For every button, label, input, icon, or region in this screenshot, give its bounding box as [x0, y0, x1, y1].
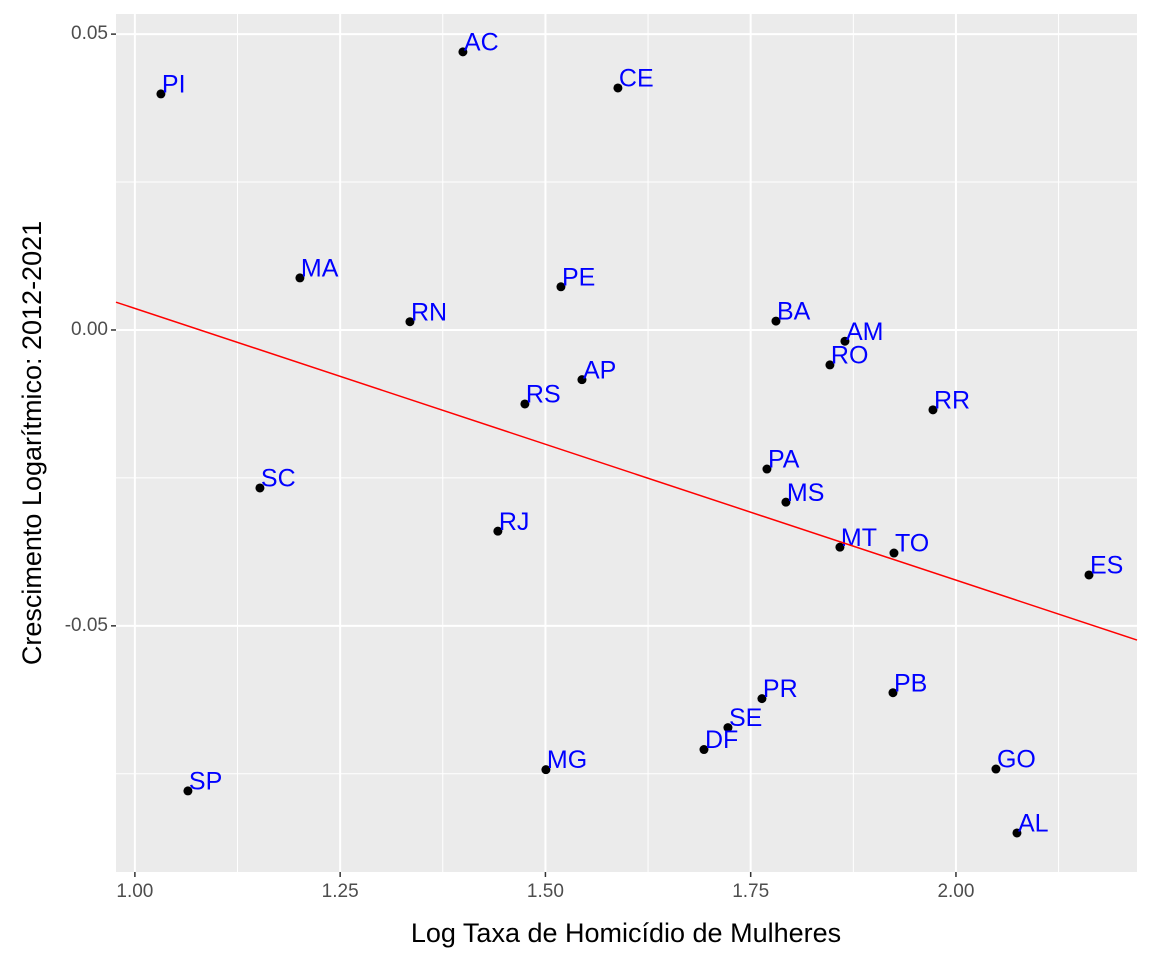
point-label: AC — [464, 28, 499, 56]
point — [556, 282, 566, 292]
point-label: PE — [562, 263, 595, 291]
point — [493, 526, 503, 536]
point — [1084, 570, 1094, 580]
point-label: AP — [583, 356, 616, 384]
point-label: CE — [619, 65, 654, 93]
point-label: RO — [831, 342, 869, 370]
point — [255, 483, 265, 493]
plot-background — [116, 14, 1137, 872]
y-tick-label: 0.00 — [71, 319, 108, 340]
y-tick-label: -0.05 — [65, 615, 108, 636]
x-tick-label: 1.00 — [116, 881, 153, 902]
point-label: AL — [1018, 810, 1049, 838]
point — [1012, 828, 1022, 838]
point-label: MG — [547, 746, 587, 774]
grid — [116, 14, 1137, 872]
point — [781, 497, 791, 507]
point-label: PR — [763, 675, 798, 703]
point — [889, 548, 899, 558]
point — [771, 316, 781, 326]
point — [541, 765, 551, 775]
point-label: GO — [997, 746, 1036, 774]
point — [613, 83, 623, 93]
point-label: SP — [189, 768, 222, 796]
x-tick-label: 1.50 — [527, 881, 564, 902]
point — [405, 317, 415, 327]
point-label: MA — [301, 255, 339, 283]
point-label: PI — [162, 70, 186, 98]
point-label: RS — [526, 381, 561, 409]
point-label: PA — [768, 446, 800, 474]
x-tick-label: 2.00 — [937, 881, 974, 902]
point-label: MS — [787, 479, 825, 507]
point — [825, 360, 835, 370]
point — [577, 375, 587, 385]
x-axis-title: Log Taxa de Homicídio de Mulheres — [411, 918, 841, 948]
trend-line — [115, 301, 1138, 641]
y-tick-label: 0.05 — [71, 23, 108, 44]
point — [183, 786, 193, 796]
point-label: RN — [411, 298, 447, 326]
point — [888, 688, 898, 698]
point — [295, 273, 305, 283]
point-label: MT — [841, 524, 877, 552]
point — [699, 745, 709, 755]
x-tick-label: 1.75 — [732, 881, 769, 902]
point — [757, 694, 767, 704]
point — [991, 764, 1001, 774]
point — [458, 47, 468, 57]
x-tick-label: 1.25 — [322, 881, 359, 902]
point-label: AM — [846, 318, 884, 346]
point — [928, 405, 938, 415]
point-label: BA — [777, 298, 811, 326]
point-label: ES — [1090, 552, 1123, 580]
point — [835, 542, 845, 552]
y-axis-title: Crescimento Logarítmico: 2012-2021 — [17, 221, 47, 665]
point — [762, 464, 772, 474]
point-label: TO — [895, 530, 929, 558]
point-label: RJ — [499, 508, 530, 536]
point — [723, 723, 733, 733]
point — [840, 336, 850, 346]
point — [520, 399, 530, 409]
point-label: SC — [261, 465, 296, 493]
point-label: SE — [729, 704, 762, 732]
point — [156, 89, 166, 99]
point-label: DF — [705, 726, 738, 754]
point-label: RR — [934, 386, 970, 414]
point-label: PB — [894, 669, 927, 697]
